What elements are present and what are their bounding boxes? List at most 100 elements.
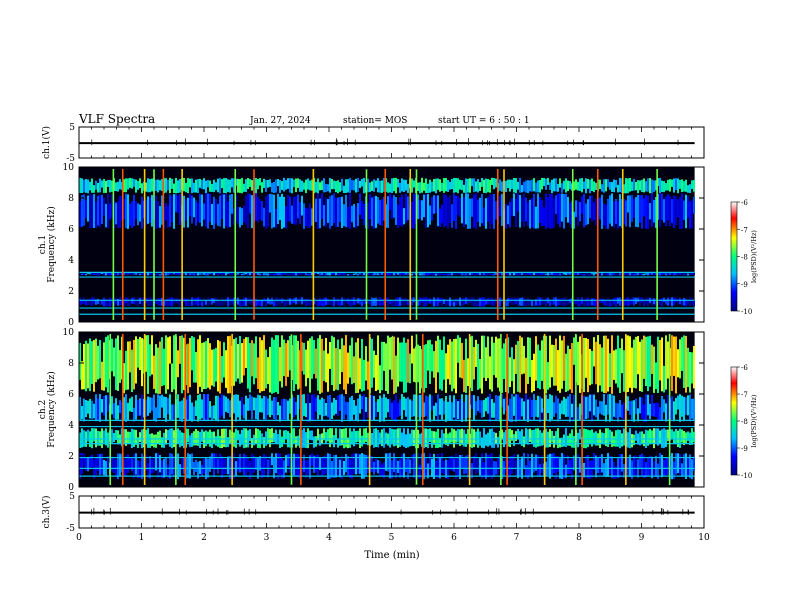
spectrogram-cell <box>537 193 539 229</box>
spectrogram-cell <box>429 339 431 384</box>
spectrogram-cell <box>173 335 175 390</box>
spectrogram-cell <box>297 298 299 304</box>
spectrogram-cell <box>543 272 545 276</box>
spectrogram-cell <box>237 178 239 193</box>
spectrogram-cell <box>579 202 581 222</box>
spectrogram-cell <box>665 429 667 447</box>
spectrogram-cell <box>553 435 555 448</box>
spectrogram-cell <box>559 178 561 188</box>
spectrogram-cell <box>333 455 335 478</box>
spectrogram-cell <box>97 298 99 304</box>
spectrogram-cell <box>297 394 299 422</box>
spectrogram-cell <box>657 336 659 394</box>
spectrogram-cell <box>659 430 661 444</box>
spectrogram-cell <box>349 177 351 193</box>
spectrogram-cell <box>337 395 339 417</box>
spectrogram-cell <box>301 272 303 276</box>
spectrogram-cell <box>253 397 255 411</box>
spectrogram-cell <box>431 299 433 305</box>
spectrogram-cell <box>353 297 355 306</box>
spectrogram-cell <box>237 430 239 441</box>
spectrogram-cell <box>227 456 229 475</box>
spectrogram-cell <box>427 340 429 371</box>
spectrogram-cell <box>521 337 523 375</box>
spectrogram-cell <box>617 403 619 422</box>
spectrogram-cell <box>665 335 667 390</box>
spectrogram-cell <box>461 272 463 276</box>
ch3-voltage-panel: 5-5ch.3(V)0 1 2 3 4 5 6 7 8 9 10 <box>41 492 710 543</box>
spectrogram-cell <box>241 299 243 307</box>
spectrogram-cell <box>655 272 657 276</box>
spectrogram-cell <box>425 428 427 448</box>
spectrogram-cell <box>645 336 647 387</box>
spectrogram-cell <box>627 396 629 411</box>
spectrogram-cell <box>125 193 127 229</box>
spectrogram-cell <box>637 272 639 276</box>
spectrogram-cell <box>409 433 411 447</box>
spectrogram-cell <box>509 201 511 228</box>
spectrogram-cell <box>583 193 585 228</box>
spectrogram-cell <box>529 180 531 192</box>
spectrogram-cell <box>649 428 651 445</box>
spectrogram-cell <box>215 182 217 191</box>
colorbar-label: log(PSD)(V²/Hz) <box>750 230 758 283</box>
spectrogram-cell <box>347 402 349 420</box>
spectrogram-cell <box>293 179 295 188</box>
spectrogram-cell <box>237 272 239 275</box>
spectrogram-cell <box>81 453 83 474</box>
spectrogram-cell <box>117 335 119 391</box>
spectrogram-cell <box>325 183 327 193</box>
spectrogram-cell <box>561 193 563 222</box>
spectrogram-cell <box>577 297 579 307</box>
spectrogram-cell <box>327 353 329 392</box>
spectrogram-cell <box>603 273 605 275</box>
spectrogram-cell <box>475 339 477 367</box>
spectrogram-cell <box>191 453 193 468</box>
spectrogram-cell <box>633 273 635 276</box>
spectrogram-cell <box>129 431 131 444</box>
spectrogram-cell <box>283 177 285 192</box>
spectrogram-cell <box>455 273 457 275</box>
spectrogram-cell <box>573 394 575 422</box>
spectrogram-cell <box>97 345 99 380</box>
spectrogram-cell <box>511 455 513 475</box>
spectrogram-cell <box>341 455 343 480</box>
spectrogram-cell <box>675 336 677 394</box>
spectrogram-cell <box>381 341 383 391</box>
spectrogram-cell <box>605 335 607 394</box>
spectrogram-cell <box>165 178 167 193</box>
spectrogram-cell <box>105 299 107 307</box>
spectrogram-cell <box>535 454 537 471</box>
spectrogram-cell <box>651 297 653 306</box>
spectrogram-cell <box>677 298 679 305</box>
spectrogram-cell <box>183 397 185 419</box>
spectrogram-cell <box>205 300 207 305</box>
spectrogram-cell <box>355 431 357 443</box>
spectrogram-cell <box>199 297 201 306</box>
spectrogram-cell <box>677 349 679 378</box>
spectrogram-cell <box>573 337 575 365</box>
spectrogram-cell <box>483 207 485 227</box>
spectrogram-cell <box>209 272 211 274</box>
spectrogram-cell <box>391 272 393 276</box>
spectrogram-cell <box>263 454 265 477</box>
spectrogram-cell <box>79 342 81 380</box>
spectrogram-cell <box>137 203 139 226</box>
spectrogram-cell <box>95 180 97 190</box>
spectrogram-cell <box>577 200 579 227</box>
spectrogram-cell <box>631 460 633 479</box>
spectrogram-cell <box>469 272 471 276</box>
spectrogram-cell <box>317 395 319 420</box>
spectrogram-cell <box>653 346 655 393</box>
spectrogram-cell <box>491 399 493 418</box>
spectrogram-cell <box>361 201 363 220</box>
spectrogram-cell <box>135 453 137 475</box>
spectrogram-cell <box>511 394 513 422</box>
spectrogram-cell <box>343 204 345 227</box>
spectrogram-cell <box>467 193 469 229</box>
spectrogram-cell <box>411 297 413 306</box>
spectrogram-cell <box>503 398 505 415</box>
spectrogram-cell <box>239 400 241 421</box>
spectrogram-cell <box>271 453 273 466</box>
spectrogram-cell <box>239 433 241 447</box>
